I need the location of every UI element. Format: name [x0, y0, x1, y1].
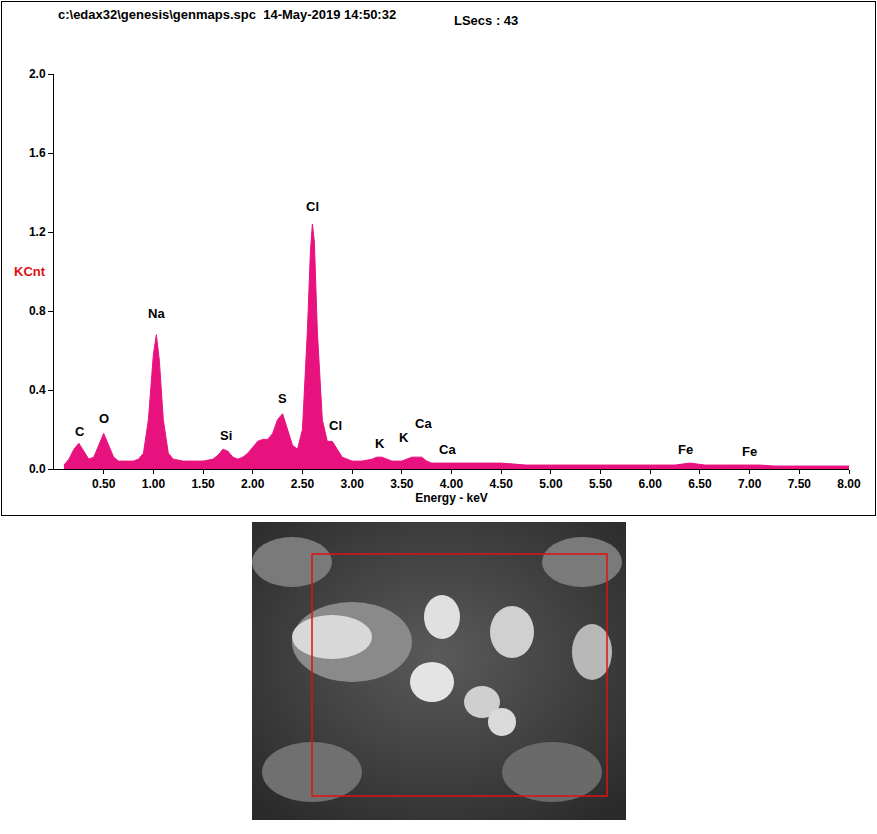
svg-text:LSecs : 43: LSecs : 43	[454, 13, 518, 28]
svg-text:K: K	[399, 430, 409, 445]
svg-text:6.00: 6.00	[639, 477, 663, 491]
svg-text:2.0: 2.0	[29, 67, 46, 81]
svg-text:O: O	[99, 411, 109, 426]
svg-text:0.4: 0.4	[29, 383, 46, 397]
svg-text:1.6: 1.6	[29, 146, 46, 160]
svg-text:c:\edax32\genesis\genmaps.spc: c:\edax32\genesis\genmaps.spc 14-May-201…	[58, 7, 396, 22]
svg-text:KCnt: KCnt	[14, 264, 46, 279]
svg-text:7.50: 7.50	[788, 477, 812, 491]
svg-text:2.50: 2.50	[291, 477, 315, 491]
svg-text:4.00: 4.00	[440, 477, 464, 491]
svg-text:0.0: 0.0	[29, 462, 46, 476]
svg-text:0.50: 0.50	[92, 477, 116, 491]
svg-text:6.50: 6.50	[688, 477, 712, 491]
svg-text:Na: Na	[148, 306, 165, 321]
svg-text:5.50: 5.50	[589, 477, 613, 491]
svg-text:3.50: 3.50	[390, 477, 414, 491]
svg-text:2.00: 2.00	[241, 477, 265, 491]
svg-text:0.8: 0.8	[29, 304, 46, 318]
svg-text:Si: Si	[220, 428, 232, 443]
svg-text:Fe: Fe	[678, 442, 693, 457]
svg-text:3.00: 3.00	[340, 477, 364, 491]
svg-text:Ca: Ca	[415, 416, 432, 431]
svg-text:4.50: 4.50	[490, 477, 514, 491]
svg-text:1.50: 1.50	[191, 477, 215, 491]
svg-text:5.00: 5.00	[539, 477, 563, 491]
svg-text:Fe: Fe	[742, 444, 757, 459]
svg-text:K: K	[375, 436, 385, 451]
svg-text:S: S	[278, 391, 287, 406]
svg-text:C: C	[75, 424, 85, 439]
svg-text:Ca: Ca	[439, 442, 456, 457]
svg-text:1.2: 1.2	[29, 225, 46, 239]
svg-text:1.00: 1.00	[142, 477, 166, 491]
svg-text:8.00: 8.00	[837, 477, 861, 491]
svg-text:Energy - keV: Energy - keV	[415, 491, 488, 505]
svg-text:Cl: Cl	[306, 199, 319, 214]
svg-text:7.00: 7.00	[738, 477, 762, 491]
svg-text:Cl: Cl	[329, 418, 342, 433]
